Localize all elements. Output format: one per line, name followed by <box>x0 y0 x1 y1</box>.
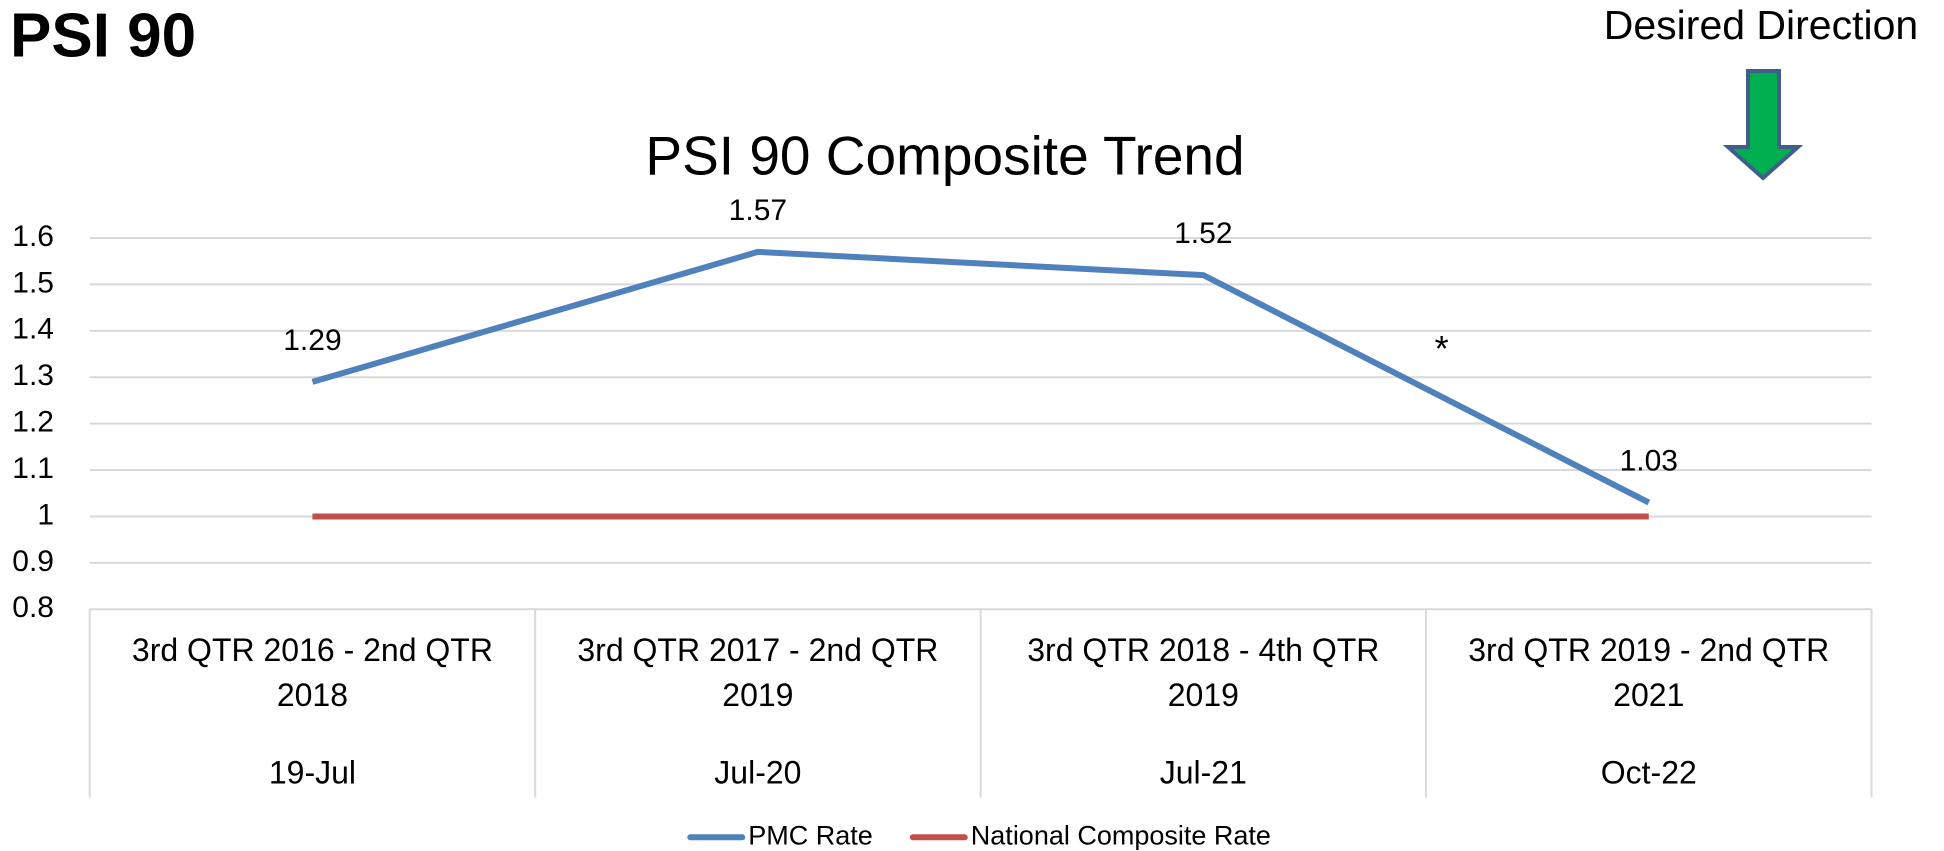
x-subtick-label: Jul-20 <box>714 754 801 790</box>
annotation: * <box>1435 328 1449 369</box>
x-tick-label: 3rd QTR 2016 - 2nd QTR 2018 <box>131 631 493 713</box>
data-label: 1.03 <box>1620 444 1678 477</box>
x-tick-label: 3rd QTR 2019 - 2nd QTR 2021 <box>1468 631 1830 713</box>
y-tick-label: 1.5 <box>12 266 54 299</box>
chart-title: PSI 90 Composite Trend <box>645 125 1244 187</box>
y-tick-label: 1.2 <box>12 406 54 439</box>
data-label: 1.52 <box>1174 217 1232 250</box>
legend-label: National Composite Rate <box>971 820 1271 850</box>
x-tick-label: 3rd QTR 2018 - 4th QTR 2019 <box>1027 631 1380 713</box>
data-label: 1.29 <box>283 324 341 357</box>
y-tick-label: 1.1 <box>12 452 54 485</box>
x-subtick-label: Oct-22 <box>1601 754 1697 790</box>
direction-arrow <box>1722 69 1804 181</box>
y-tick-label: 1.6 <box>12 220 54 253</box>
x-subtick-label: 19-Jul <box>269 754 356 790</box>
y-tick-label: 0.9 <box>12 545 54 578</box>
y-tick-label: 1.3 <box>12 359 54 392</box>
x-subtick-label: Jul-21 <box>1160 754 1247 790</box>
page-title: PSI 90 <box>10 1 196 70</box>
direction-label: Desired Direction <box>1604 2 1918 48</box>
legend-label: PMC Rate <box>748 820 873 850</box>
series-line <box>311 248 1651 506</box>
x-tick-label: 3rd QTR 2017 - 2nd QTR 2019 <box>577 631 939 713</box>
y-tick-label: 0.8 <box>12 591 54 624</box>
y-tick-label: 1 <box>37 498 54 531</box>
y-tick-label: 1.4 <box>12 313 54 346</box>
data-label: 1.57 <box>729 194 787 227</box>
